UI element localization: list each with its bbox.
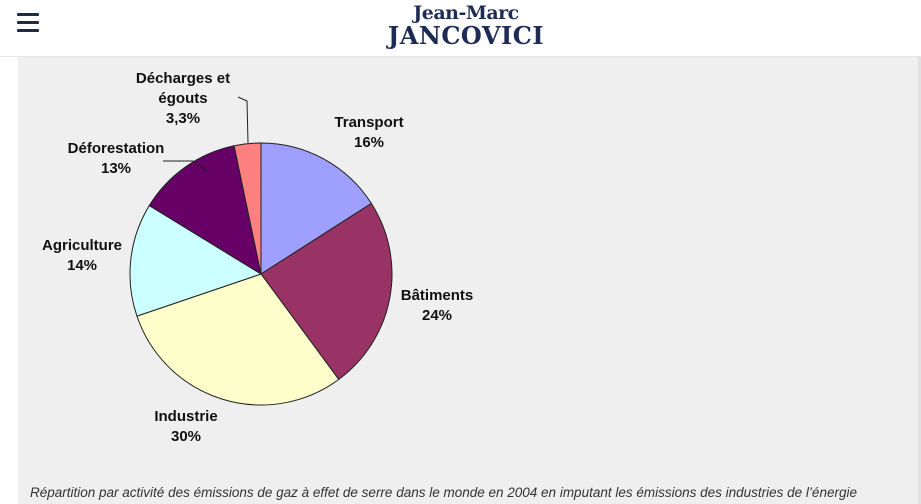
slice-label-line: Transport [334, 114, 403, 131]
slice-label: Déforestation 13% [68, 140, 165, 177]
logo-line-2: JANCOVICI [387, 21, 545, 50]
slice-label-line: Déforestation [68, 140, 165, 157]
slice-label: Décharges et égouts 3,3% [136, 70, 230, 127]
pie-chart: Transport 16% Bâtiments 24% Industrie 30% Agri… [42, 70, 474, 445]
slice-label-line: 30% [171, 428, 201, 445]
hamburger-menu-icon[interactable] [17, 13, 39, 33]
pie-slice [260, 142, 373, 275]
pie-slice [260, 202, 393, 381]
leader-line [163, 160, 209, 173]
pie-slice [136, 273, 340, 406]
slice-label-line: Décharges et [136, 70, 230, 87]
logo-line-1: Jean-Marc [413, 2, 519, 24]
slice-label: Transport 16% [334, 114, 403, 151]
slice-label-line: 14% [67, 257, 97, 274]
slice-label: Industrie 30% [154, 408, 217, 445]
slice-label: Agriculture 14% [42, 237, 122, 274]
page-scrollbar[interactable] [918, 57, 921, 504]
slice-label-line: Bâtiments [401, 287, 474, 304]
pie-slice [148, 145, 262, 276]
figure-container: Transport 16% Bâtiments 24% Industrie 30% Agri… [18, 57, 921, 504]
pie-slice [233, 142, 262, 275]
slice-label-line: 3,3% [166, 110, 200, 127]
site-logo[interactable]: Jean-Marc JANCOVICI [386, 3, 546, 49]
figure-caption: Répartition par activité des émissions d… [30, 485, 857, 500]
slice-label-line: 13% [101, 160, 131, 177]
slice-label-line: 16% [354, 134, 384, 151]
slice-label-line: égouts [158, 90, 207, 107]
slice-label-line: Agriculture [42, 237, 122, 254]
leader-line [237, 96, 249, 144]
slice-label-line: Industrie [154, 408, 217, 425]
site-header: Jean-Marc JANCOVICI [0, 0, 921, 57]
pie-slice [129, 204, 263, 317]
slice-label: Bâtiments 24% [401, 287, 474, 324]
slice-label-line: 24% [422, 307, 452, 324]
